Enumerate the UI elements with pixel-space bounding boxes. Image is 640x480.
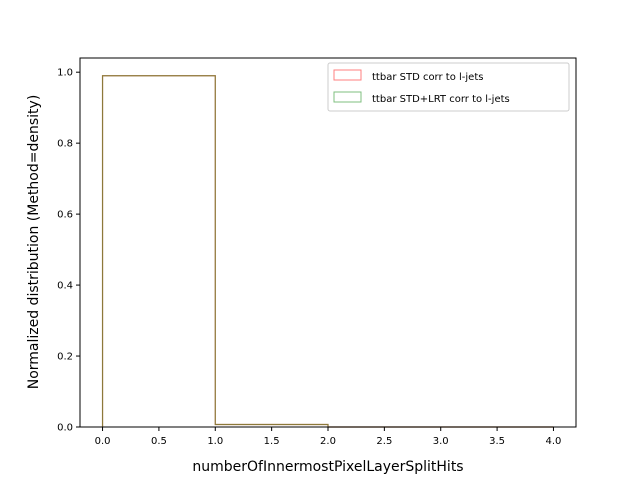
x-axis-label: numberOfInnermostPixelLayerSplitHits [192, 459, 463, 475]
legend-swatch-std [333, 69, 362, 81]
y-tick-label: 0.6 [57, 210, 73, 221]
y-tick-label: 0.0 [57, 423, 73, 434]
legend-box [327, 62, 570, 112]
x-tick-label: 0.0 [95, 436, 111, 447]
x-tick-label: 3.0 [433, 436, 449, 447]
x-tick-label: 3.5 [489, 436, 505, 447]
y-axis-label: Normalized distribution (Method=density) [26, 95, 42, 390]
legend: ttbar STD corr to l-jets ttbar STD+LRT c… [327, 62, 570, 112]
y-axis: 0.0 0.2 0.4 0.6 0.8 1.0 [57, 68, 80, 434]
x-tick-label: 1.5 [264, 436, 280, 447]
y-tick-label: 0.8 [57, 139, 73, 150]
x-axis: 0.0 0.5 1.0 1.5 2.0 2.5 3.0 3.5 4.0 [95, 427, 562, 447]
legend-swatch-std-lrt [333, 91, 362, 103]
y-tick-label: 1.0 [57, 68, 73, 79]
x-tick-label: 2.0 [320, 436, 336, 447]
x-tick-label: 1.0 [207, 436, 223, 447]
x-tick-label: 4.0 [546, 436, 562, 447]
x-tick-label: 2.5 [376, 436, 392, 447]
y-tick-label: 0.2 [57, 352, 73, 363]
y-tick-label: 0.4 [57, 281, 73, 292]
legend-label-std: ttbar STD corr to l-jets [372, 72, 483, 83]
x-tick-label: 0.5 [151, 436, 167, 447]
legend-label-std-lrt: ttbar STD+LRT corr to l-jets [372, 94, 510, 105]
